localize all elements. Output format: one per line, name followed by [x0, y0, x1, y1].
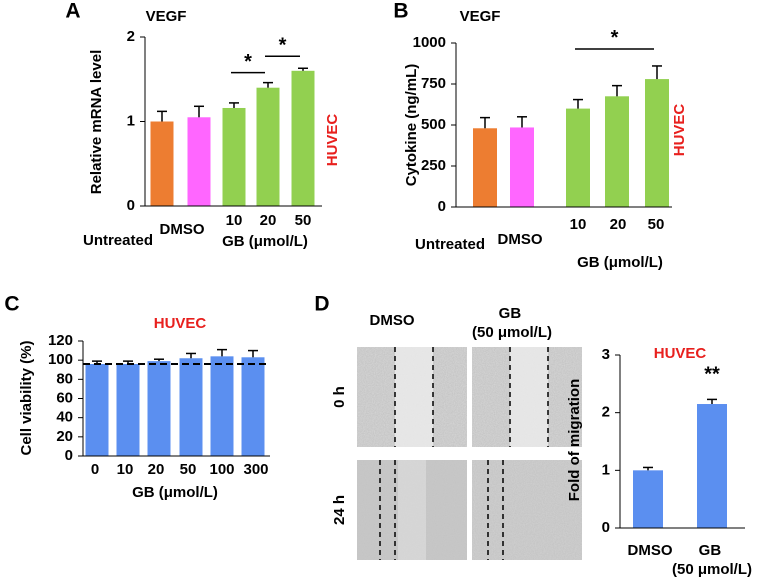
- significance-label: *: [611, 27, 619, 49]
- bar: [645, 79, 669, 207]
- annotation: HUVEC: [154, 315, 207, 332]
- chart-title: VEGF: [460, 8, 501, 25]
- y-tick-label: 1000: [413, 34, 446, 51]
- y-tick-label: 250: [421, 157, 446, 174]
- wound-gap: [510, 347, 548, 447]
- x-tick-label: 50: [180, 461, 197, 478]
- y-tick-label: 750: [421, 75, 446, 92]
- x-tick-label: 20: [148, 461, 165, 478]
- bar: [116, 364, 140, 456]
- annotation: HUVEC: [324, 114, 341, 167]
- micrograph-texture: [472, 460, 582, 560]
- x-tick-label: 10: [117, 461, 134, 478]
- bar: [697, 404, 727, 528]
- bar: [566, 108, 590, 207]
- x-axis-label: GB (μmol/L): [222, 233, 308, 250]
- x-tick-label: Untreated: [415, 236, 485, 253]
- x-tick-label: DMSO: [628, 542, 673, 559]
- x-axis-label: GB (μmol/L): [132, 484, 218, 501]
- bar: [187, 117, 211, 206]
- x-axis-label: GB (μmol/L): [577, 254, 663, 271]
- y-tick-label: 80: [56, 370, 73, 387]
- row-label: 24 h: [331, 495, 348, 525]
- bar: [510, 127, 534, 207]
- bar: [147, 361, 171, 456]
- panel-letter: C: [4, 293, 19, 316]
- wound-edges: [379, 347, 549, 560]
- y-axis-label: Fold of migration: [566, 379, 583, 501]
- x-tick-label: 50: [295, 212, 312, 229]
- x-tick-label: GB (50 μmol/L): [672, 542, 752, 578]
- y-tick-label: 2: [127, 28, 135, 45]
- y-tick-label: 40: [56, 409, 73, 426]
- x-tick-label: 10: [570, 216, 587, 233]
- row-label: 0 h: [331, 386, 348, 408]
- micrographs: DMSO GB (50 μmol/L) 0 h 24 h: [331, 305, 582, 560]
- x-tick-label: DMSO: [498, 231, 543, 248]
- annotation: HUVEC: [654, 345, 707, 362]
- bar: [179, 358, 203, 456]
- bar: [150, 121, 174, 206]
- panel-letter: B: [393, 0, 408, 23]
- y-tick-label: 500: [421, 116, 446, 133]
- x-tick-label: DMSO: [160, 221, 205, 238]
- panel-letter: D: [314, 293, 329, 316]
- x-tick-label: 20: [260, 212, 277, 229]
- chart-title: VEGF: [146, 8, 187, 25]
- x-tick-label: 0: [91, 461, 99, 478]
- y-tick-label: 1: [602, 461, 610, 478]
- x-tick-label: 10: [226, 212, 243, 229]
- panel-letter: A: [65, 0, 80, 23]
- column-label: DMSO: [370, 312, 415, 329]
- column-label: GB (50 μmol/L): [472, 305, 552, 341]
- y-tick-label: 20: [56, 428, 73, 445]
- x-tick-label: Untreated: [83, 232, 153, 249]
- y-tick-label: 3: [602, 346, 610, 363]
- significance-label: *: [279, 35, 287, 57]
- y-tick-label: 2: [602, 404, 610, 421]
- y-axis-label: Relative mRNA level: [88, 50, 105, 195]
- y-axis-label: Cell viability (%): [18, 340, 35, 455]
- bar: [85, 364, 109, 456]
- significance-label: **: [704, 364, 720, 386]
- x-tick-label: 100: [209, 461, 234, 478]
- y-tick-label: 120: [48, 332, 73, 349]
- bar: [473, 128, 497, 207]
- y-tick-label: 0: [438, 198, 446, 215]
- significance-label: *: [244, 51, 252, 73]
- bar: [241, 357, 265, 456]
- y-tick-label: 0: [602, 519, 610, 536]
- x-tick-label: 300: [243, 461, 268, 478]
- bar: [222, 107, 246, 206]
- bar: [210, 356, 234, 456]
- x-tick-label: 50: [648, 216, 665, 233]
- y-axis-label: Cytokine (ng/mL): [403, 64, 420, 187]
- y-tick-label: 0: [65, 447, 73, 464]
- y-tick-label: 100: [48, 351, 73, 368]
- bar: [633, 470, 663, 528]
- bar: [256, 87, 280, 206]
- y-tick-label: 1: [127, 112, 135, 129]
- bar: [605, 96, 629, 207]
- y-tick-label: 60: [56, 389, 73, 406]
- x-tick-label: 20: [610, 216, 627, 233]
- y-tick-label: 0: [127, 197, 135, 214]
- bar: [291, 70, 315, 206]
- wound-gap: [398, 460, 426, 560]
- annotation: HUVEC: [671, 104, 688, 157]
- wound-gap: [395, 347, 433, 447]
